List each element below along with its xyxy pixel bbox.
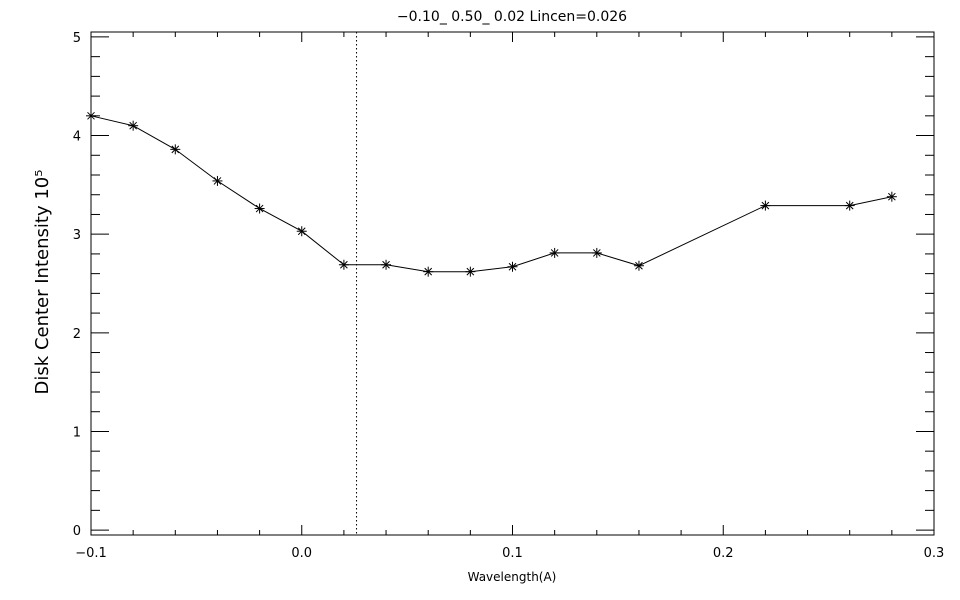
plot-frame — [90, 31, 935, 536]
series-line — [90, 115, 892, 273]
x-tick-labels: −0.1 0.0 0.1 0.2 0.3 — [75, 546, 944, 561]
data-point — [633, 260, 644, 271]
x-axis-label: Wavelength(A) — [468, 570, 557, 584]
data-point — [212, 175, 223, 186]
data-point — [760, 200, 771, 211]
x-tick-label: 0.1 — [502, 546, 523, 561]
y-tick-label: 3 — [73, 228, 81, 243]
data-point — [381, 259, 392, 270]
data-point — [296, 226, 307, 237]
y-tick-label: 1 — [73, 425, 81, 440]
chart-title: −0.10_ 0.50_ 0.02 Lincen=0.026 — [397, 9, 627, 25]
data-point-stroke — [424, 267, 433, 276]
y-tick-label: 2 — [73, 327, 81, 342]
y-tick-label: 0 — [73, 524, 81, 539]
y-tick-label: 5 — [73, 31, 81, 46]
x-tick-label: 0.3 — [924, 546, 945, 561]
data-point — [254, 203, 265, 214]
data-point — [465, 266, 476, 277]
data-point — [86, 110, 96, 121]
axis-ticks — [90, 32, 935, 535]
data-point — [886, 191, 897, 202]
data-point-stroke — [213, 177, 222, 185]
data-point-stroke — [129, 121, 138, 130]
data-point-stroke — [508, 262, 517, 271]
data-point — [844, 200, 855, 211]
x-tick-label: 0.0 — [291, 546, 312, 561]
data-point-stroke — [340, 260, 348, 269]
data-point — [128, 120, 139, 131]
y-axis-label: Disk Center Intensity 10⁵ — [32, 170, 53, 395]
y-tick-labels: 0 1 2 3 4 5 — [73, 31, 81, 539]
data-point-stroke — [635, 261, 643, 270]
data-point-stroke — [297, 227, 306, 236]
data-point-stroke — [592, 249, 601, 257]
data-point — [549, 247, 560, 258]
data-point-stroke — [761, 201, 770, 210]
data-point-stroke — [887, 192, 896, 201]
data-point — [170, 144, 181, 155]
data-point — [423, 266, 434, 277]
data-point-stroke — [845, 201, 854, 210]
x-tick-label: 0.2 — [713, 546, 734, 561]
y-tick-label: 4 — [73, 130, 81, 145]
data-point — [591, 247, 602, 258]
data-point — [338, 259, 349, 270]
data-point-stroke — [550, 249, 559, 257]
data-point-stroke — [255, 204, 264, 213]
data-point-stroke — [87, 111, 95, 120]
data-point-stroke — [466, 267, 475, 276]
x-tick-label: −0.1 — [75, 546, 107, 561]
data-points — [86, 110, 897, 277]
data-point — [507, 261, 518, 272]
data-point-stroke — [382, 260, 390, 269]
data-point-stroke — [171, 145, 180, 154]
